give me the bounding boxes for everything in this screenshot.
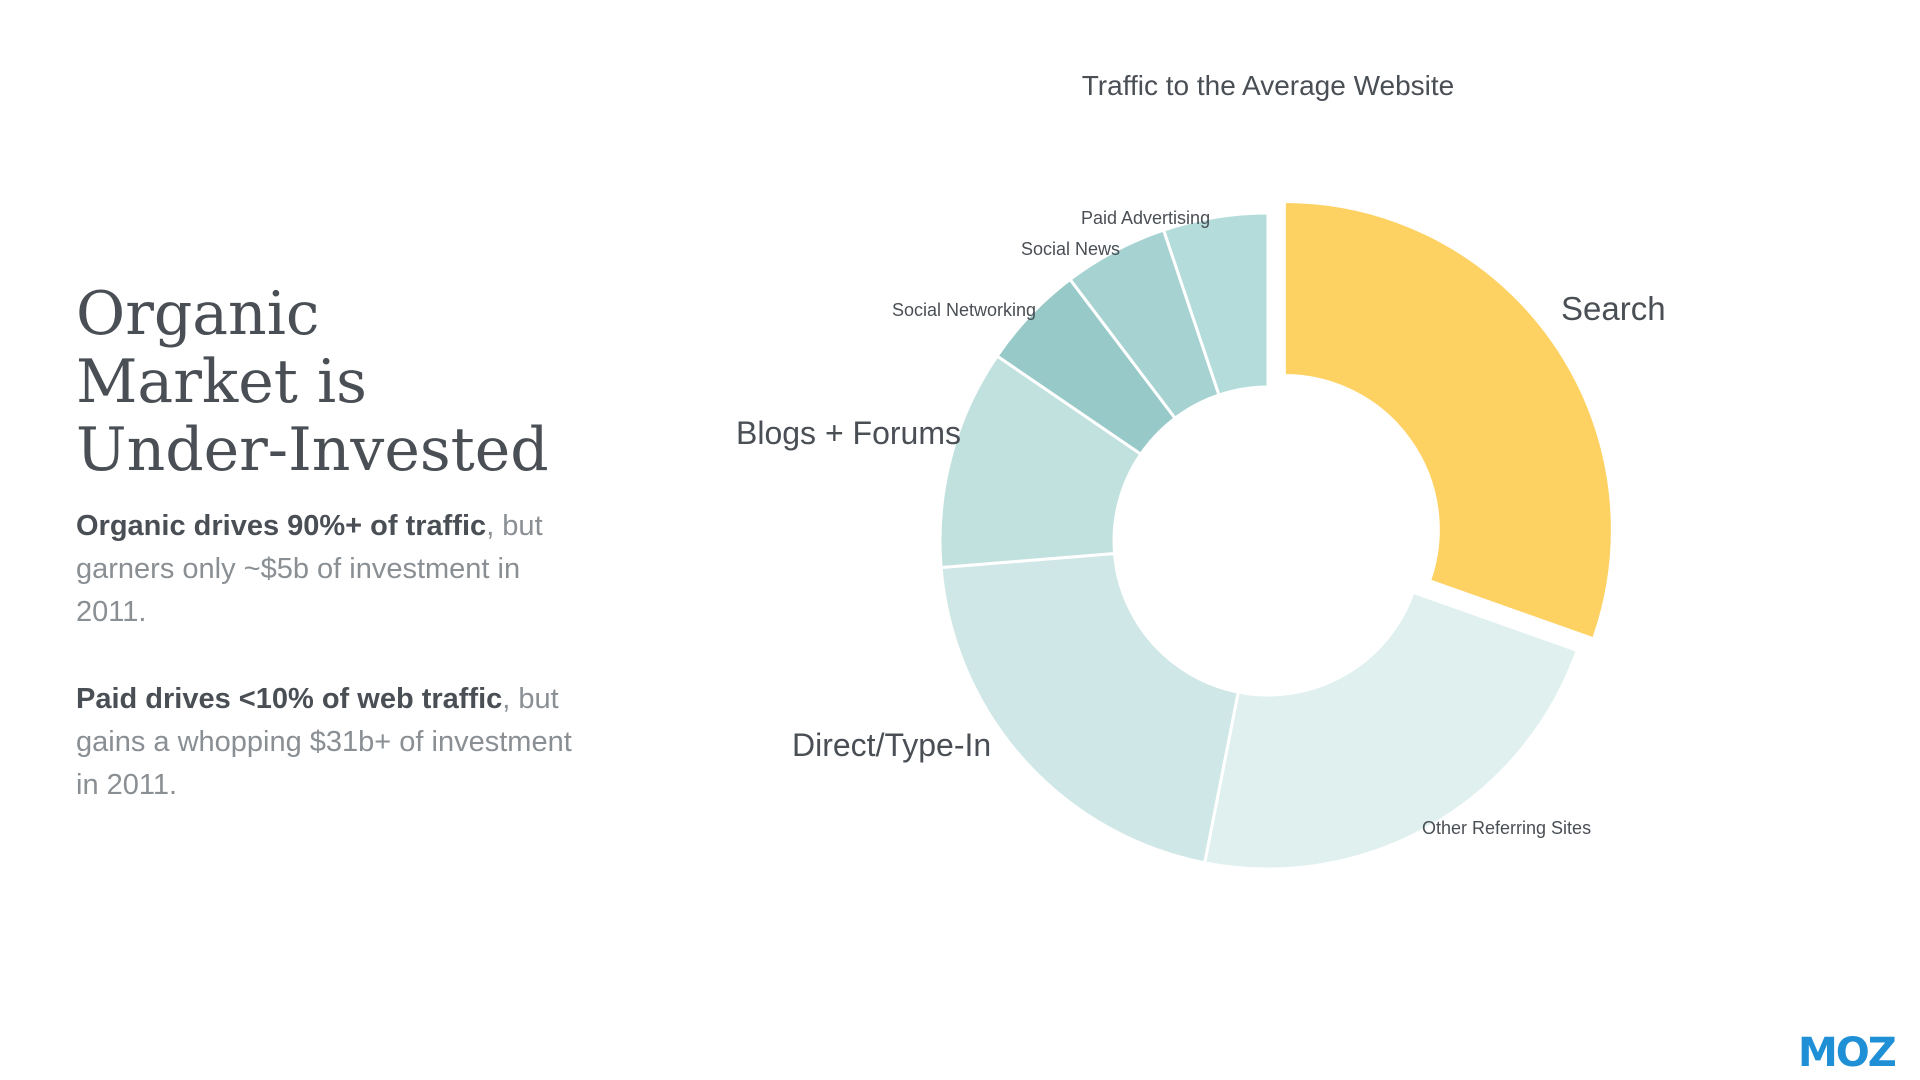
donut-labels: Search Other Referring Sites Direct/Type-I… <box>736 208 1666 838</box>
headline-line-3: Under-Invested <box>76 415 549 485</box>
paid-paragraph-rest: but gains a whopping $31b+ of investment… <box>76 683 572 801</box>
donut-label-social-news: Social News <box>1021 239 1120 259</box>
donut-slice-direct-type-in <box>939 551 1241 865</box>
donut-label-paid-advertising: Paid Advertising <box>1081 208 1210 228</box>
paid-paragraph: Paid drives <10% of web traffic, but gai… <box>76 678 596 807</box>
donut-label-other-referring-sites: Other Referring Sites <box>1422 818 1591 838</box>
donut-label-blogs-forums: Blogs + Forums <box>736 415 961 451</box>
donut-slice-other-referring-sites <box>1202 590 1580 871</box>
donut-slice-search <box>1282 199 1614 641</box>
headline-line-1: Organic <box>76 279 320 349</box>
donut-label-direct-type-in: Direct/Type-In <box>792 727 991 763</box>
organic-paragraph-punct: , <box>486 510 495 542</box>
organic-paragraph-bold: Organic drives 90%+ of traffic <box>76 510 487 542</box>
moz-logo: MOZ <box>1798 1030 1897 1076</box>
donut-label-search: Search <box>1561 290 1666 327</box>
donut-label-social-networking: Social Networking <box>892 300 1036 320</box>
paid-paragraph-bold: Paid drives <10% of web traffic <box>76 683 503 715</box>
slide-headline: Organic Market is Under-Invested <box>76 280 549 484</box>
paid-paragraph-punct: , <box>502 683 511 715</box>
organic-paragraph-rest: but garners only ~$5b of investment in 2… <box>76 510 543 628</box>
donut-slices <box>938 199 1614 871</box>
organic-paragraph: Organic drives 90%+ of traffic, but garn… <box>76 505 596 634</box>
headline-line-2: Market is <box>76 347 367 417</box>
chart-title: Traffic to the Average Website <box>1082 70 1455 101</box>
donut-slice-paid-advertising <box>1161 211 1270 397</box>
